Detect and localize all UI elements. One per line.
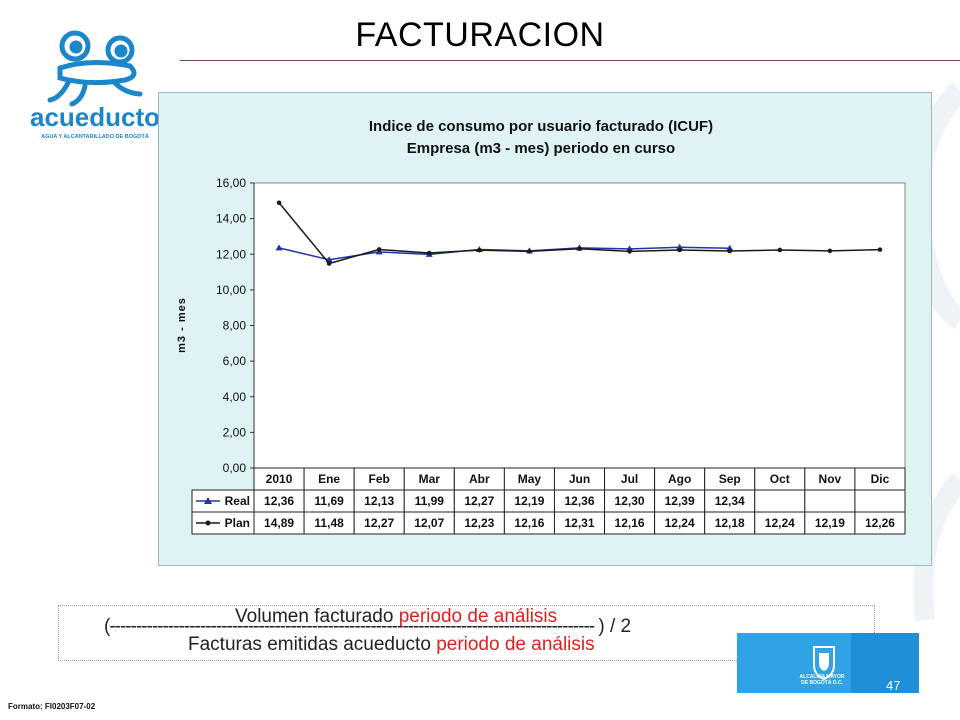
coat-of-arms-icon <box>813 646 835 681</box>
y-tick-label: 10,00 <box>216 283 246 297</box>
table-value: 12,30 <box>615 494 645 508</box>
category-label: Jun <box>569 472 590 486</box>
data-point-plan <box>326 261 332 266</box>
table-value: 12,07 <box>414 516 444 530</box>
category-label: Ago <box>668 472 691 486</box>
icuf-chart: Indice de consumo por usuario facturado … <box>176 118 906 535</box>
table-value: 12,39 <box>665 494 695 508</box>
table-value: 12,19 <box>815 516 845 530</box>
frog-mascot-icon <box>47 30 143 107</box>
legend-marker <box>204 497 212 504</box>
table-value: 12,36 <box>564 494 594 508</box>
table-value: 12,13 <box>364 494 394 508</box>
data-point-real <box>275 244 283 251</box>
data-point-real <box>726 244 734 251</box>
y-tick-label: 8,00 <box>223 319 247 333</box>
logo-tagline: AGUA Y ALCANTARILLADO DE BOGOTÁ <box>41 133 149 140</box>
formula-numerator-text: Volumen facturado <box>235 606 399 627</box>
table-value: 12,18 <box>715 516 745 530</box>
category-label: Feb <box>369 472 390 486</box>
table-value: 12,26 <box>865 516 895 530</box>
formula-numerator: Volumen facturado periodo de análisis <box>235 606 557 628</box>
data-point-real <box>626 245 634 252</box>
data-point-real <box>676 243 684 250</box>
category-label: Oct <box>770 472 790 486</box>
category-label: Mar <box>419 472 441 486</box>
icuf-chart-panel: Indice de consumo por usuario facturado … <box>158 92 932 566</box>
category-label: Ene <box>318 472 340 486</box>
logo-name: acueducto <box>30 102 160 132</box>
table-value: 12,34 <box>715 494 745 508</box>
table-value: 11,69 <box>314 494 344 508</box>
alcaldia-label: ALCALDÍA MAYOR DE BOGOTÁ D.C. <box>787 674 857 686</box>
category-label: Nov <box>819 472 842 486</box>
formula-denominator: Facturas emitidas acueducto periodo de a… <box>188 634 595 656</box>
table-value-cell <box>854 511 906 535</box>
table-value: 12,19 <box>514 494 544 508</box>
alcaldia-line2: DE BOGOTÁ D.C. <box>801 680 843 686</box>
legend-marker <box>205 520 211 526</box>
data-point-plan <box>627 249 632 254</box>
page-number: 47 <box>886 678 901 693</box>
table-value: 12,27 <box>364 516 394 530</box>
table-value: 14,89 <box>264 516 294 530</box>
data-point-plan <box>426 250 432 256</box>
format-code: Formato: FI0203F07-02 <box>8 702 96 711</box>
y-tick-label: 2,00 <box>223 425 247 439</box>
category-label: Abr <box>469 472 490 486</box>
data-point-plan <box>827 248 833 254</box>
formula-fraction-dashes: (---------------------------------------… <box>104 616 595 637</box>
y-tick-label: 12,00 <box>216 247 246 261</box>
chart-title: Indice de consumo por usuario facturado … <box>369 118 713 135</box>
formula-fraction-line: (---------------------------------------… <box>104 616 631 638</box>
table-value: 12,27 <box>464 494 494 508</box>
table-value: 12,31 <box>564 516 594 530</box>
data-point-plan <box>877 247 883 252</box>
y-tick-label: 0,00 <box>223 461 247 475</box>
y-tick-label: 16,00 <box>216 176 246 190</box>
table-value: 12,16 <box>615 516 645 530</box>
category-label: Dic <box>871 472 890 486</box>
table-value: 12,23 <box>464 516 494 530</box>
data-point-plan <box>777 247 783 253</box>
formula-numerator-highlight: periodo de análisis <box>398 606 558 627</box>
legend-label: Plan <box>225 516 250 530</box>
chart-subtitle: Empresa (m3 - mes) periodo en curso <box>407 140 675 157</box>
data-point-plan <box>527 249 532 254</box>
data-point-plan <box>477 247 482 253</box>
table-value-cell <box>804 489 856 513</box>
category-label: May <box>518 472 542 486</box>
title-divider <box>180 60 960 61</box>
data-point-plan <box>677 247 682 253</box>
alcaldia-line1: ALCALDÍA MAYOR <box>799 674 845 680</box>
table-value: 11,99 <box>415 494 445 508</box>
category-label: 2010 <box>266 472 293 486</box>
category-label: Jul <box>621 472 638 486</box>
formula-denominator-text: Facturas emitidas acueducto <box>188 634 437 655</box>
table-value: 12,16 <box>514 516 544 530</box>
table-value-cell <box>854 489 906 513</box>
table-value: 12,36 <box>264 494 294 508</box>
table-value: 11,48 <box>314 516 344 530</box>
data-point-plan <box>376 247 382 252</box>
y-tick-label: 6,00 <box>223 354 247 368</box>
category-label: Sep <box>719 472 741 486</box>
data-point-plan <box>727 248 733 254</box>
slide-title: FACTURACION <box>355 16 605 54</box>
legend-label: Real <box>225 494 250 508</box>
y-axis-label: m3 - mes <box>176 297 188 353</box>
y-tick-label: 4,00 <box>223 390 247 404</box>
y-tick-label: 14,00 <box>216 212 246 226</box>
table-value-cell <box>754 489 806 513</box>
table-value: 12,24 <box>665 516 695 530</box>
acueducto-logo: acueducto AGUA Y ALCANTARILLADO DE BOGOT… <box>30 30 160 140</box>
formula-suffix: ) / 2 <box>598 616 632 637</box>
formula-denominator-highlight: periodo de análisis <box>436 634 595 655</box>
plot-area <box>253 182 906 469</box>
data-point-plan <box>577 246 582 252</box>
data-point-plan <box>276 200 282 206</box>
table-value: 12,24 <box>765 516 795 530</box>
